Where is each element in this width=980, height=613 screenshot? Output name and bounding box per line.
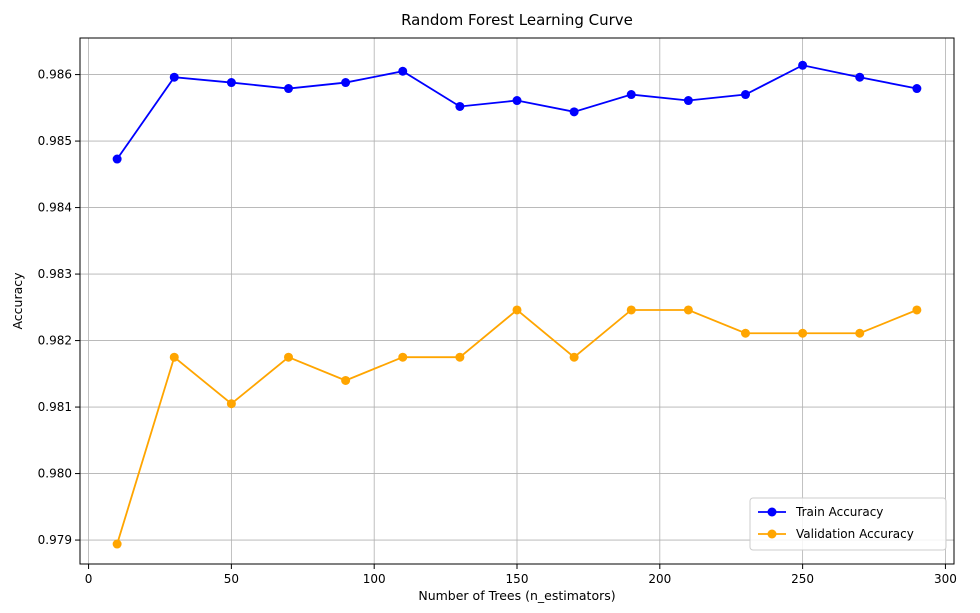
x-tick-label: 0 bbox=[85, 572, 93, 586]
train-accuracy-point bbox=[341, 78, 351, 88]
y-tick-label: 0.983 bbox=[38, 267, 72, 281]
x-tick-label: 300 bbox=[934, 572, 957, 586]
train-legend-marker bbox=[767, 507, 777, 517]
x-axis-label: Number of Trees (n_estimators) bbox=[418, 588, 615, 603]
validation-accuracy-point bbox=[798, 328, 808, 338]
validation-accuracy-point bbox=[740, 328, 750, 338]
y-axis-label: Accuracy bbox=[10, 272, 25, 330]
validation-accuracy-point bbox=[912, 305, 922, 315]
validation-accuracy-point bbox=[112, 539, 122, 549]
x-axis: 0 50 100 150 200 250 300 bbox=[85, 564, 957, 586]
y-tick-label: 0.985 bbox=[38, 134, 72, 148]
y-tick-label: 0.984 bbox=[38, 201, 72, 215]
train-accuracy-point bbox=[112, 154, 122, 164]
y-tick-label: 0.979 bbox=[38, 533, 72, 547]
train-accuracy-point bbox=[226, 78, 236, 88]
validation-accuracy-point bbox=[341, 375, 351, 385]
train-accuracy-point bbox=[855, 72, 865, 82]
train-accuracy-point bbox=[912, 84, 922, 94]
validation-accuracy-point bbox=[569, 352, 579, 362]
validation-accuracy-point bbox=[455, 352, 465, 362]
train-accuracy-point bbox=[169, 72, 179, 82]
validation-accuracy-point bbox=[226, 399, 236, 409]
y-tick-label: 0.986 bbox=[38, 68, 72, 82]
train-accuracy-point bbox=[398, 66, 408, 76]
train-accuracy-point bbox=[740, 90, 750, 100]
train-accuracy-point bbox=[512, 96, 522, 106]
legend: Train Accuracy Validation Accuracy bbox=[749, 497, 947, 551]
series-group bbox=[112, 60, 922, 549]
y-tick-label: 0.981 bbox=[38, 400, 72, 414]
train-accuracy-point bbox=[683, 96, 693, 106]
grid-lines bbox=[80, 38, 954, 564]
x-tick-label: 200 bbox=[648, 572, 671, 586]
validation-accuracy-point bbox=[855, 328, 865, 338]
y-axis: 0.979 0.980 0.981 0.982 0.983 0.984 0.985 0.986 bbox=[38, 68, 80, 547]
y-tick-label: 0.980 bbox=[38, 467, 72, 481]
validation-accuracy-point bbox=[284, 352, 294, 362]
x-tick-label: 50 bbox=[224, 572, 239, 586]
validation-accuracy-point bbox=[169, 352, 179, 362]
y-tick-label: 0.982 bbox=[38, 334, 72, 348]
validation-accuracy-point bbox=[512, 305, 522, 315]
x-tick-label: 150 bbox=[506, 572, 529, 586]
validation-legend-label: Validation Accuracy bbox=[796, 527, 914, 541]
train-accuracy-point bbox=[798, 60, 808, 70]
x-tick-label: 250 bbox=[791, 572, 814, 586]
train-accuracy-point bbox=[455, 101, 465, 111]
train-accuracy-point bbox=[284, 84, 294, 94]
chart-title: Random Forest Learning Curve bbox=[401, 11, 633, 29]
train-legend-label: Train Accuracy bbox=[795, 505, 883, 519]
validation-accuracy-point bbox=[683, 305, 693, 315]
validation-accuracy-point bbox=[626, 305, 636, 315]
validation-legend-marker bbox=[767, 529, 777, 539]
legend-box bbox=[749, 497, 947, 551]
train-accuracy-point bbox=[569, 107, 579, 117]
x-tick-label: 100 bbox=[363, 572, 386, 586]
train-accuracy-point bbox=[626, 90, 636, 100]
validation-accuracy-point bbox=[398, 352, 408, 362]
